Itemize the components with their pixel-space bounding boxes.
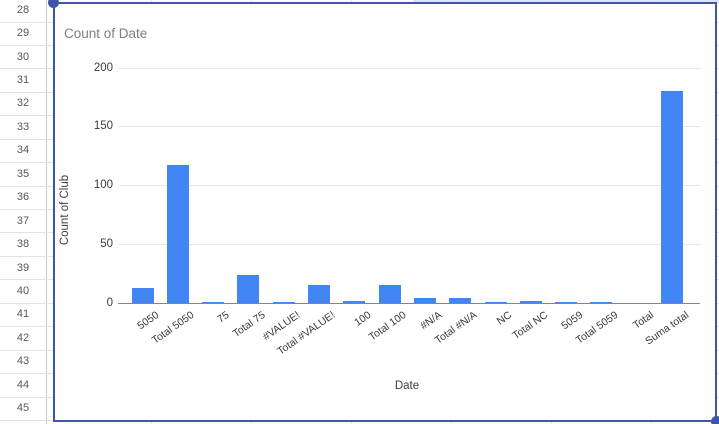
row-header[interactable]: 35 [16, 167, 30, 180]
row-header[interactable]: 39 [16, 261, 30, 274]
bar [590, 301, 613, 303]
row-header[interactable]: 45 [16, 402, 30, 415]
x-tick-label: #N/A [417, 309, 444, 333]
gridline [118, 185, 700, 187]
x-tick-label: NC [495, 309, 515, 328]
chart-title: Count of Date [64, 26, 148, 41]
row-header[interactable]: 41 [16, 308, 30, 321]
x-tick-label: Total NC [509, 309, 550, 342]
row-header[interactable]: 33 [16, 120, 30, 133]
row-header[interactable]: 43 [16, 355, 30, 368]
y-tick-label: 150 [93, 120, 113, 133]
gridline [118, 67, 700, 69]
row-header-border [46, 0, 47, 424]
bar [272, 301, 295, 303]
selection-handle-top-left[interactable] [48, 0, 59, 8]
chart-container[interactable]: Count of Date Count of Club Date 200 150 1… [53, 2, 717, 422]
y-tick-label: 0 [106, 297, 113, 309]
row-header[interactable]: 29 [16, 27, 30, 40]
bar [555, 301, 578, 303]
gridline [118, 244, 700, 246]
bar [519, 300, 542, 303]
x-tick-label: 5059 [558, 309, 585, 333]
row-header[interactable]: 36 [16, 191, 30, 204]
bar [202, 301, 225, 303]
x-axis-line [118, 303, 700, 304]
x-tick-label: 5050 [135, 309, 162, 333]
bar [343, 300, 366, 303]
y-tick-label: 50 [100, 238, 113, 251]
bar [661, 91, 683, 303]
y-tick-label: 100 [93, 179, 113, 192]
bar [131, 287, 154, 303]
x-tick-label: Total 100 [366, 309, 409, 344]
gridline [118, 126, 700, 128]
bar [449, 298, 472, 303]
row-header[interactable]: 32 [16, 97, 30, 110]
row-header[interactable]: 40 [16, 284, 30, 297]
bar [378, 285, 401, 303]
bar [484, 301, 507, 303]
bar [166, 165, 189, 303]
row-header[interactable]: 44 [16, 378, 30, 391]
bar [413, 298, 436, 303]
bar [237, 274, 260, 303]
row-header[interactable]: 37 [16, 214, 30, 227]
bar [308, 285, 330, 303]
y-tick-label: 200 [93, 61, 113, 74]
row-header[interactable]: 31 [16, 74, 30, 87]
x-tick-label: 100 [351, 309, 374, 329]
row-header[interactable]: 38 [16, 238, 30, 251]
selection-handle-bottom-right[interactable] [711, 416, 719, 424]
x-axis-title: Date [394, 380, 420, 392]
row-header[interactable]: 34 [16, 144, 30, 157]
row-header[interactable]: 28 [16, 3, 30, 16]
x-tick-label: Total [630, 309, 656, 332]
row-header[interactable]: 42 [16, 331, 30, 344]
highlighted-range-sliver [413, 0, 719, 3]
x-tick-label: 75 [215, 309, 232, 326]
row-header[interactable]: 30 [16, 50, 30, 63]
